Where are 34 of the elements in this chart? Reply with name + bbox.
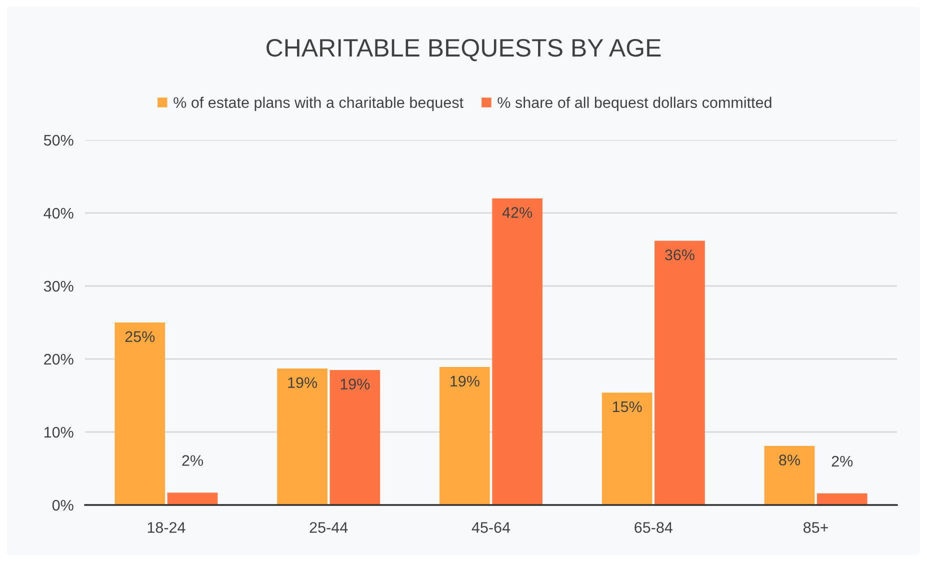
y-tick-label: 0%	[52, 500, 74, 511]
data-label: 15%	[612, 401, 642, 412]
bar	[167, 492, 218, 505]
bar	[764, 446, 815, 505]
data-label: 19%	[450, 376, 480, 387]
y-tick-label: 40%	[44, 208, 74, 219]
y-tick-label: 50%	[44, 134, 74, 146]
bar	[816, 493, 868, 505]
data-label: 19%	[288, 377, 318, 388]
data-label: 8%	[779, 454, 800, 466]
data-label: 19%	[340, 378, 370, 390]
chart-title: CHARITABLE BEQUESTS BY AGE	[266, 39, 661, 62]
bar	[114, 322, 166, 505]
bar	[602, 392, 652, 505]
x-tick-label: 85+	[804, 522, 828, 533]
x-tick-label: 18-24	[148, 522, 186, 533]
x-tick-label: 25-44	[310, 522, 348, 533]
x-tick-label: 45-64	[472, 522, 510, 533]
x-tick-label: 65-84	[634, 522, 672, 533]
y-tick-label: 30%	[44, 280, 74, 292]
data-label: 36%	[665, 249, 694, 260]
y-tick-label: 10%	[44, 426, 74, 438]
bar	[330, 370, 380, 505]
data-label: 2%	[832, 456, 853, 467]
data-label: 25%	[125, 331, 155, 342]
legend-label: % of estate plans with a charitable bequest	[174, 96, 464, 111]
bar	[492, 198, 542, 505]
y-tick-label: 20%	[44, 354, 74, 365]
bar	[654, 240, 705, 505]
data-label: 42%	[502, 207, 532, 218]
legend-label: % share of all bequest dollars committed	[498, 96, 772, 111]
bar	[440, 367, 490, 505]
bar	[277, 368, 328, 505]
data-label: 2%	[182, 455, 204, 466]
